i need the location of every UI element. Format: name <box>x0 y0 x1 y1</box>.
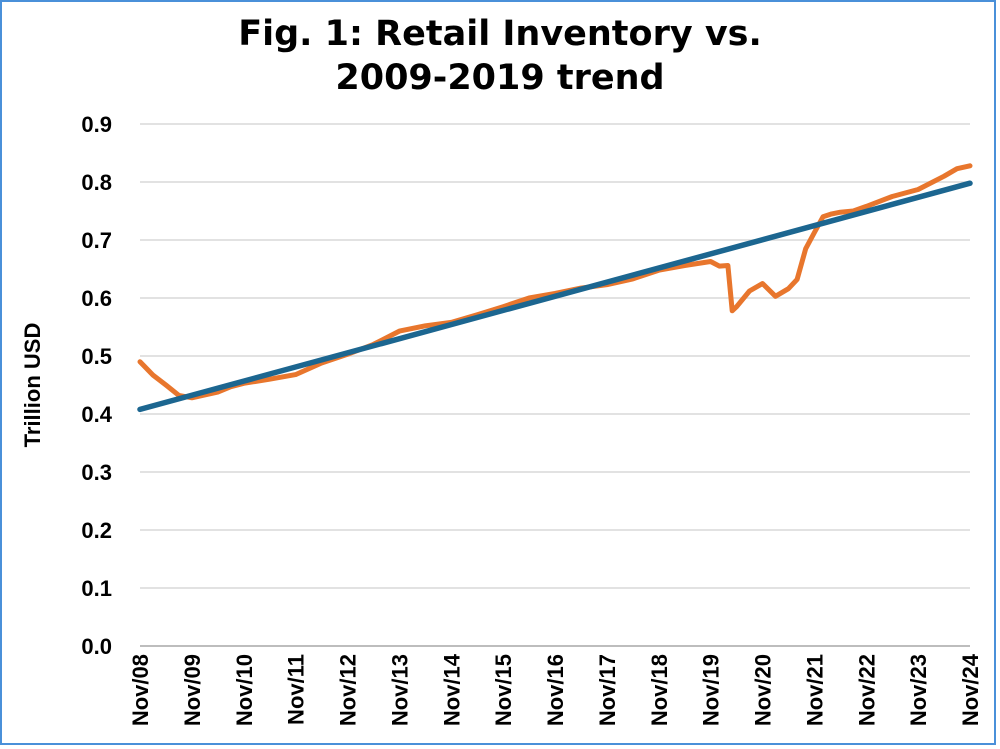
x-tick-label: Nov/23 <box>906 654 931 726</box>
series-line-actual <box>137 163 973 401</box>
x-tick-label: Nov/24 <box>958 653 983 726</box>
y-tick-labels: 0.0 0.1 0.2 0.3 0.4 0.5 0.6 0.7 0.8 0.9 <box>81 112 112 659</box>
x-tick-label: Nov/10 <box>232 654 257 726</box>
x-tick-label: Nov/14 <box>439 653 464 726</box>
x-tick-labels: Nov/08 Nov/09 Nov/10 Nov/11 Nov/12 Nov/13 Nov/… <box>128 653 983 726</box>
y-tick-label: 0.2 <box>81 518 112 543</box>
x-tick-label: Nov/09 <box>180 654 205 726</box>
x-tick-label: Nov/20 <box>751 654 776 726</box>
y-tick-label: 0.9 <box>81 112 112 137</box>
gridlines <box>140 123 970 647</box>
x-tick-label: Nov/16 <box>543 654 568 726</box>
chart-title-line-1: Fig. 1: Retail Inventory vs. <box>238 14 762 54</box>
x-tick-label: Nov/11 <box>284 654 309 725</box>
y-tick-label: 0.6 <box>81 286 112 311</box>
x-tick-label: Nov/08 <box>128 654 153 726</box>
y-axis-title: Trillion USD <box>20 323 45 448</box>
y-tick-label: 0.8 <box>81 170 112 195</box>
chart-title-line-2: 2009-2019 trend <box>335 58 665 98</box>
y-tick-label: 0.0 <box>81 634 112 659</box>
y-tick-label: 0.3 <box>81 460 112 485</box>
x-tick-label: Nov/12 <box>336 654 361 726</box>
x-tick-label: Nov/17 <box>595 654 620 726</box>
x-tick-label: Nov/21 <box>802 654 827 726</box>
x-tick-label: Nov/18 <box>647 654 672 726</box>
y-tick-label: 0.7 <box>81 228 112 253</box>
y-tick-label: 0.5 <box>81 344 112 369</box>
y-tick-label: 0.4 <box>81 402 112 427</box>
x-tick-label: Nov/19 <box>699 654 724 726</box>
x-tick-label: Nov/15 <box>491 654 516 726</box>
y-tick-label: 0.1 <box>81 576 112 601</box>
chart-title: Fig. 1: Retail Inventory vs. 2009-2019 t… <box>0 12 1000 100</box>
x-tick-label: Nov/13 <box>387 654 412 726</box>
series-line-trend <box>137 180 973 413</box>
series-lines <box>137 163 973 413</box>
x-tick-label: Nov/22 <box>854 654 879 726</box>
